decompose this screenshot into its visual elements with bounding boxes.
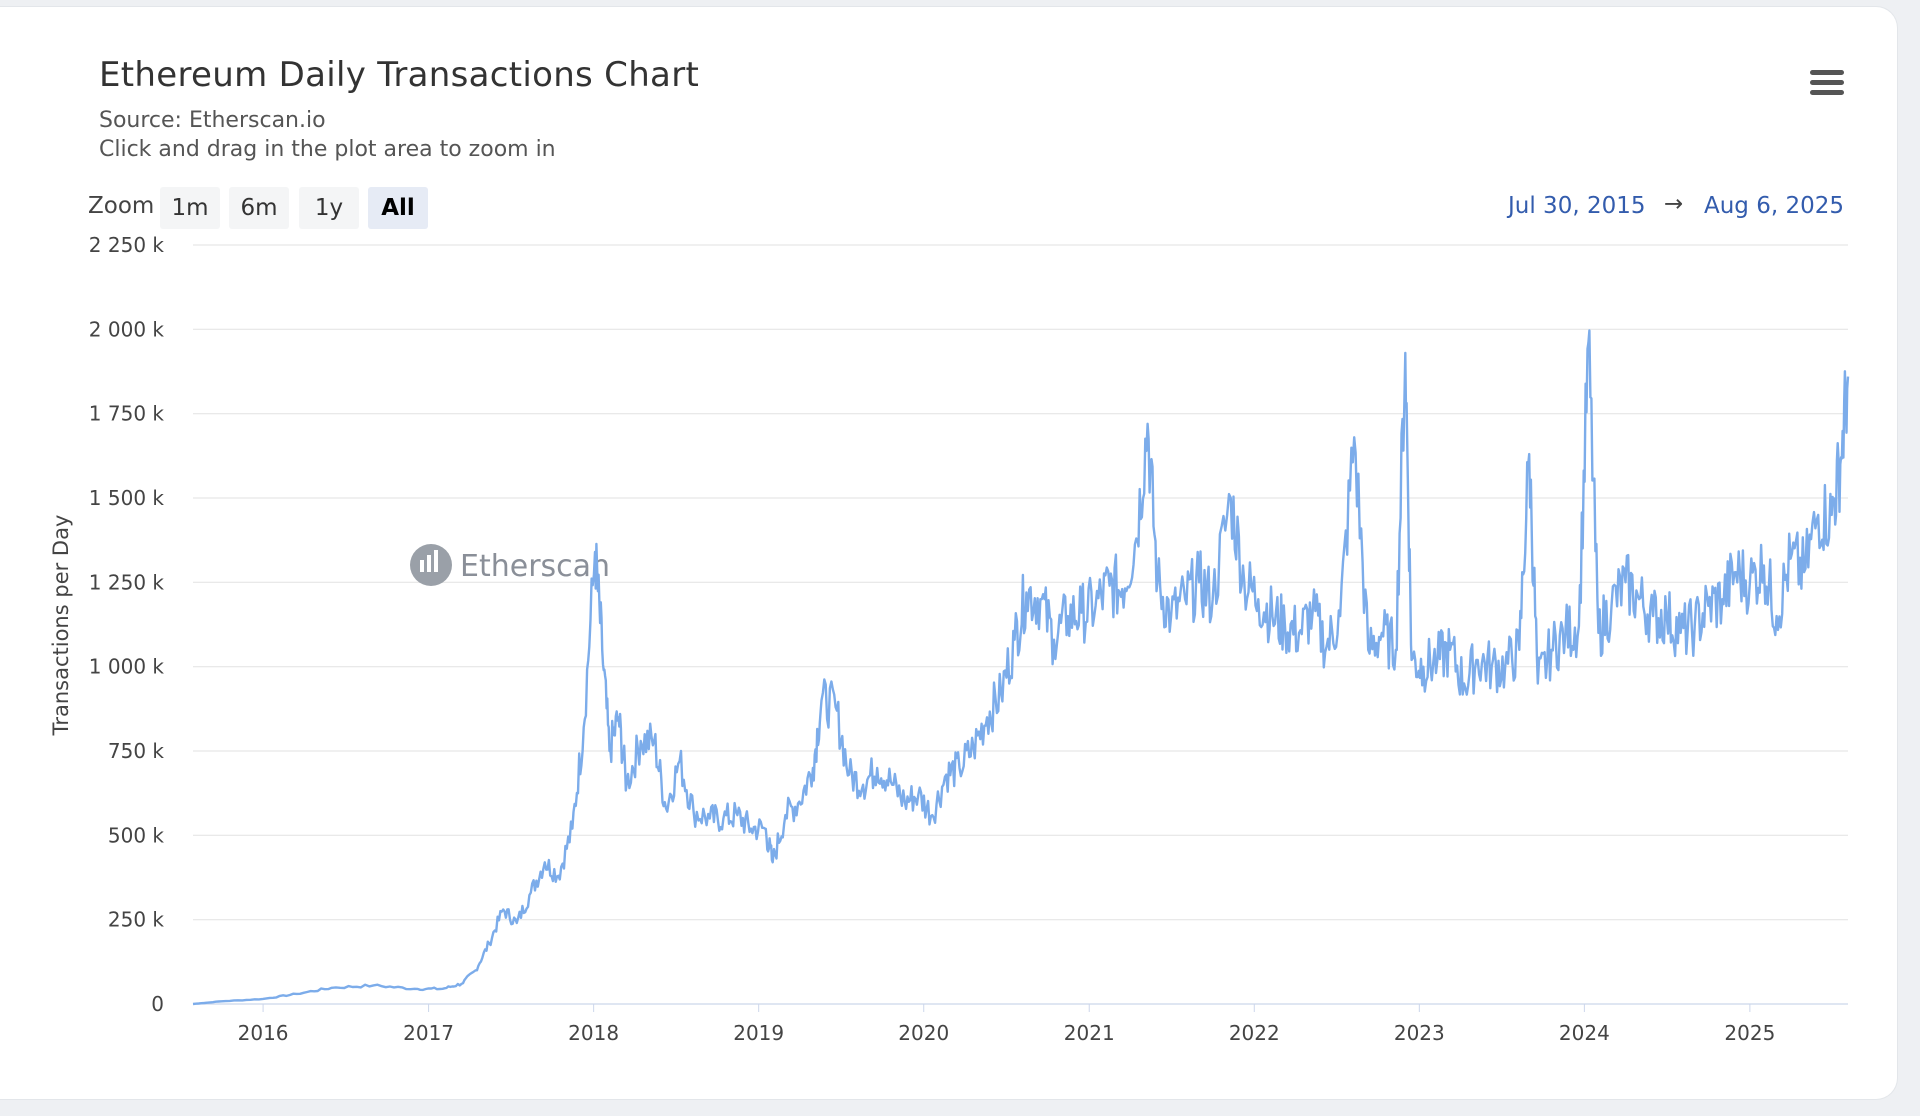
y-axis-ticks: 0 250 k 500 k 750 k 1 000 k 1 250 k 1 500 k 1 7… bbox=[89, 233, 165, 1016]
zoom-1y-button[interactable]: 1y bbox=[299, 187, 359, 229]
x-tick-label: 2016 bbox=[238, 1021, 289, 1045]
zoom-label: Zoom bbox=[88, 193, 155, 219]
y-tick-label: 2 000 k bbox=[89, 317, 165, 341]
zoom-1m-button[interactable]: 1m bbox=[160, 187, 220, 229]
x-axis-ticks: 2016 2017 2018 2019 2020 2021 2022 2023 2024 2025 bbox=[238, 1004, 1775, 1045]
y-axis-label: Transactions per Day bbox=[49, 515, 73, 737]
hamburger-menu-icon[interactable] bbox=[1810, 70, 1844, 98]
grid-lines bbox=[193, 244, 1848, 1005]
y-tick-label: 1 250 k bbox=[89, 570, 165, 594]
chart-title: Ethereum Daily Transactions Chart bbox=[99, 55, 700, 95]
zoom-all-button[interactable]: All bbox=[368, 187, 428, 229]
y-tick-label: 2 250 k bbox=[89, 233, 165, 257]
zoom-6m-button[interactable]: 6m bbox=[229, 187, 289, 229]
y-tick-label: 750 k bbox=[108, 739, 165, 763]
y-tick-label: 1 500 k bbox=[89, 486, 165, 510]
x-tick-label: 2023 bbox=[1394, 1021, 1445, 1045]
x-tick-label: 2025 bbox=[1724, 1021, 1775, 1045]
range-arrow-icon: → bbox=[1664, 191, 1684, 217]
x-tick-label: 2019 bbox=[733, 1021, 784, 1045]
chart-hint: Click and drag in the plot area to zoom … bbox=[99, 137, 556, 162]
range-from-input[interactable]: Jul 30, 2015 bbox=[1508, 193, 1646, 219]
x-tick-label: 2021 bbox=[1064, 1021, 1115, 1045]
y-tick-label: 1 000 k bbox=[89, 655, 165, 679]
x-tick-label: 2017 bbox=[403, 1021, 454, 1045]
y-tick-label: 250 k bbox=[108, 908, 165, 932]
etherscan-watermark: Etherscan bbox=[410, 544, 610, 586]
range-to-input[interactable]: Aug 6, 2025 bbox=[1704, 193, 1845, 219]
y-tick-label: 0 bbox=[151, 992, 164, 1016]
x-tick-label: 2022 bbox=[1229, 1021, 1280, 1045]
x-tick-label: 2020 bbox=[898, 1021, 949, 1045]
watermark-text: Etherscan bbox=[460, 549, 610, 584]
x-tick-label: 2024 bbox=[1559, 1021, 1610, 1045]
chart-source: Source: Etherscan.io bbox=[99, 108, 326, 133]
y-tick-label: 1 750 k bbox=[89, 402, 165, 426]
x-tick-label: 2018 bbox=[568, 1021, 619, 1045]
series-line-transactions bbox=[192, 329, 1850, 1006]
y-tick-label: 500 k bbox=[108, 823, 165, 847]
